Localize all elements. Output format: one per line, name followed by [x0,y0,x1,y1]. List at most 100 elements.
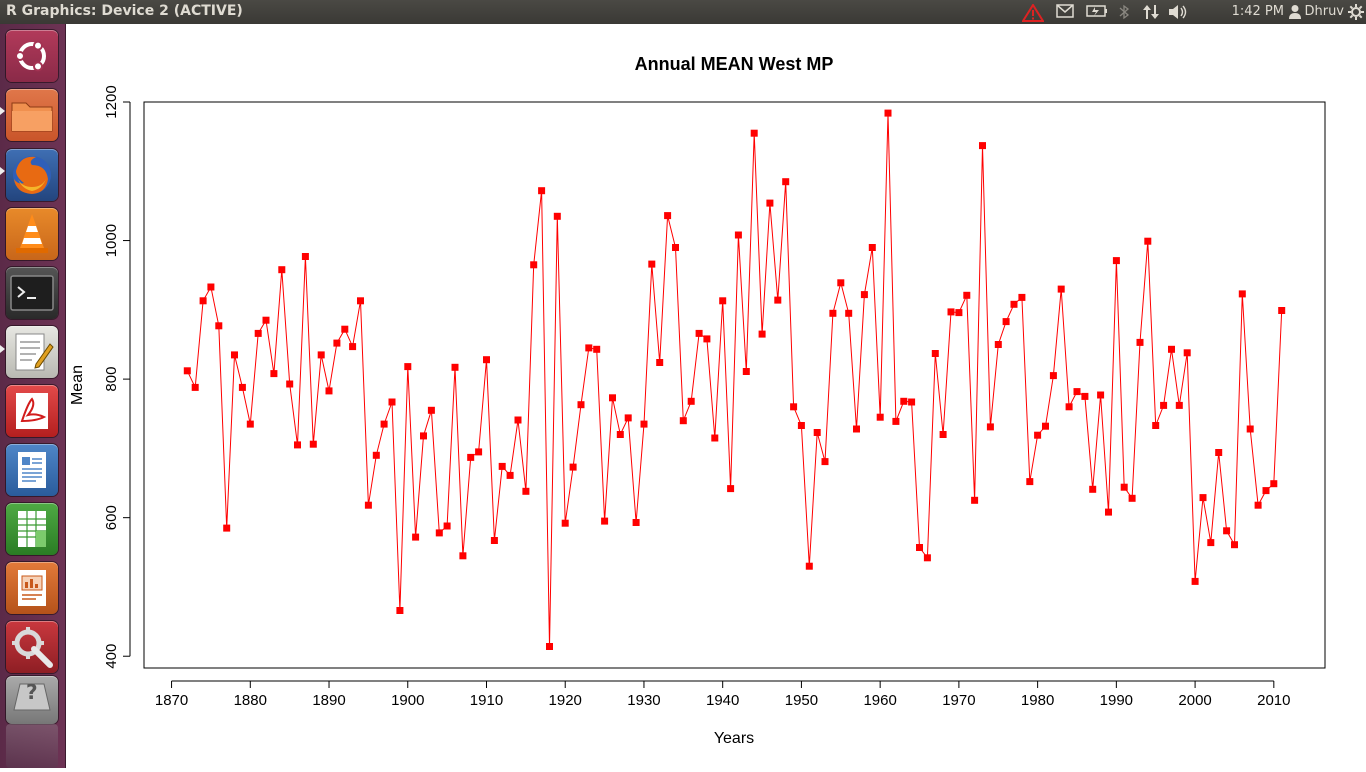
data-point-1884 [278,266,286,274]
text-editor-button[interactable] [6,326,58,378]
data-point-1952 [813,429,821,436]
mail-icon[interactable] [1056,4,1074,20]
data-point-1873 [191,383,199,391]
terminal-button[interactable] [6,267,58,319]
firefox-button[interactable] [6,149,58,201]
data-point-1926 [609,394,616,402]
vlc-cone-icon [16,214,48,253]
data-point-1985 [1073,388,1081,396]
data-point-2004 [1223,527,1231,535]
data-point-1901 [412,533,420,541]
data-point-1899 [396,607,404,614]
data-point-1927 [616,431,624,438]
y-tick-label-1200: 1200 [103,85,120,118]
x-tick-label-1970: 1970 [942,692,975,709]
firefox-icon [13,156,51,194]
clock[interactable]: 1:42 PM [1231,4,1284,19]
battery-icon[interactable] [1086,4,1108,20]
data-point-1883 [270,370,278,378]
question-icon [13,683,51,711]
y-tick-label-800: 800 [103,367,120,392]
data-point-2006 [1238,290,1246,298]
data-point-1881 [254,329,262,337]
vlc-button[interactable] [6,208,58,260]
settings-icon [12,627,53,668]
data-point-1874 [199,297,207,305]
data-point-1944 [750,129,758,137]
data-point-1998 [1175,401,1183,409]
data-point-1986 [1081,392,1089,400]
data-point-1937 [695,329,703,337]
data-point-1992 [1128,494,1136,502]
libreoffice-writer-button[interactable] [6,444,58,496]
data-point-1974 [986,423,994,431]
data-point-1948 [782,178,790,186]
data-point-1893 [349,343,357,351]
data-point-1930 [640,420,648,428]
data-point-1909 [475,448,483,456]
data-point-1947 [774,296,782,304]
data-point-1892 [341,325,349,333]
data-point-1955 [837,279,845,287]
data-point-1940 [719,297,727,305]
data-point-1959 [868,244,876,251]
folder-icon [11,102,53,132]
data-point-1962 [892,417,900,425]
chart: Annual MEAN West MP 1870 1880 1890 1900 1910… [69,54,1326,747]
data-point-2008 [1254,501,1262,509]
data-point-1969 [947,308,955,316]
data-point-1936 [687,397,695,405]
data-point-1932 [656,359,664,366]
data-point-1988 [1097,391,1105,399]
chart-title: Annual MEAN West MP [635,54,834,74]
x-tick-label-1910: 1910 [470,692,503,709]
data-point-1978 [1018,293,1026,301]
gear-icon[interactable] [1348,4,1364,20]
text-editor-icon [15,333,54,371]
data-point-1990 [1112,257,1120,265]
libreoffice-calc-button[interactable] [6,503,58,555]
data-point-1872 [183,367,191,375]
data-point-1953 [821,458,829,466]
data-point-1942 [734,231,742,239]
y-tick-label-1000: 1000 [103,224,120,257]
bluetooth-icon[interactable] [1118,4,1130,20]
top-panel: R Graphics: Device 2 (ACTIVE) 1:42 PM Dh… [0,0,1366,24]
dash-home-button[interactable] [6,30,58,82]
data-point-1921 [569,463,577,471]
y-axis: 400 600 800 1000 1200 [103,85,131,669]
warning-icon[interactable] [1021,3,1045,22]
data-point-1995 [1152,422,1160,429]
x-tick-label-1880: 1880 [234,692,267,709]
data-point-1911 [490,537,498,544]
x-tick-label-1960: 1960 [863,692,896,709]
data-point-1993 [1136,338,1144,346]
data-point-1933 [664,212,672,220]
libreoffice-impress-button[interactable] [6,562,58,614]
data-point-1898 [388,398,396,406]
data-point-1951 [805,562,813,570]
data-point-1984 [1065,403,1073,411]
ubuntu-logo-icon [15,40,46,72]
data-point-1950 [797,422,805,429]
unknown-app-button[interactable]: ? [6,676,58,724]
data-point-1960 [876,413,884,421]
data-point-1924 [593,345,601,353]
volume-icon[interactable] [1168,4,1188,20]
data-point-1967 [931,350,939,357]
data-point-1999 [1183,349,1191,357]
pdf-viewer-button[interactable] [6,385,58,437]
data-point-1938 [703,335,711,343]
data-point-2003 [1215,449,1223,456]
data-point-1963 [900,397,908,405]
system-settings-button[interactable] [6,621,58,673]
x-tick-label-1990: 1990 [1100,692,1133,709]
data-point-2000 [1191,577,1199,585]
series-markers [183,109,1286,650]
network-icon[interactable] [1142,4,1160,20]
files-button[interactable] [6,89,58,141]
x-tick-label-2000: 2000 [1178,692,1211,709]
data-point-1912 [498,462,506,470]
data-point-1880 [246,420,254,428]
user-name[interactable]: Dhruv [1304,4,1344,19]
